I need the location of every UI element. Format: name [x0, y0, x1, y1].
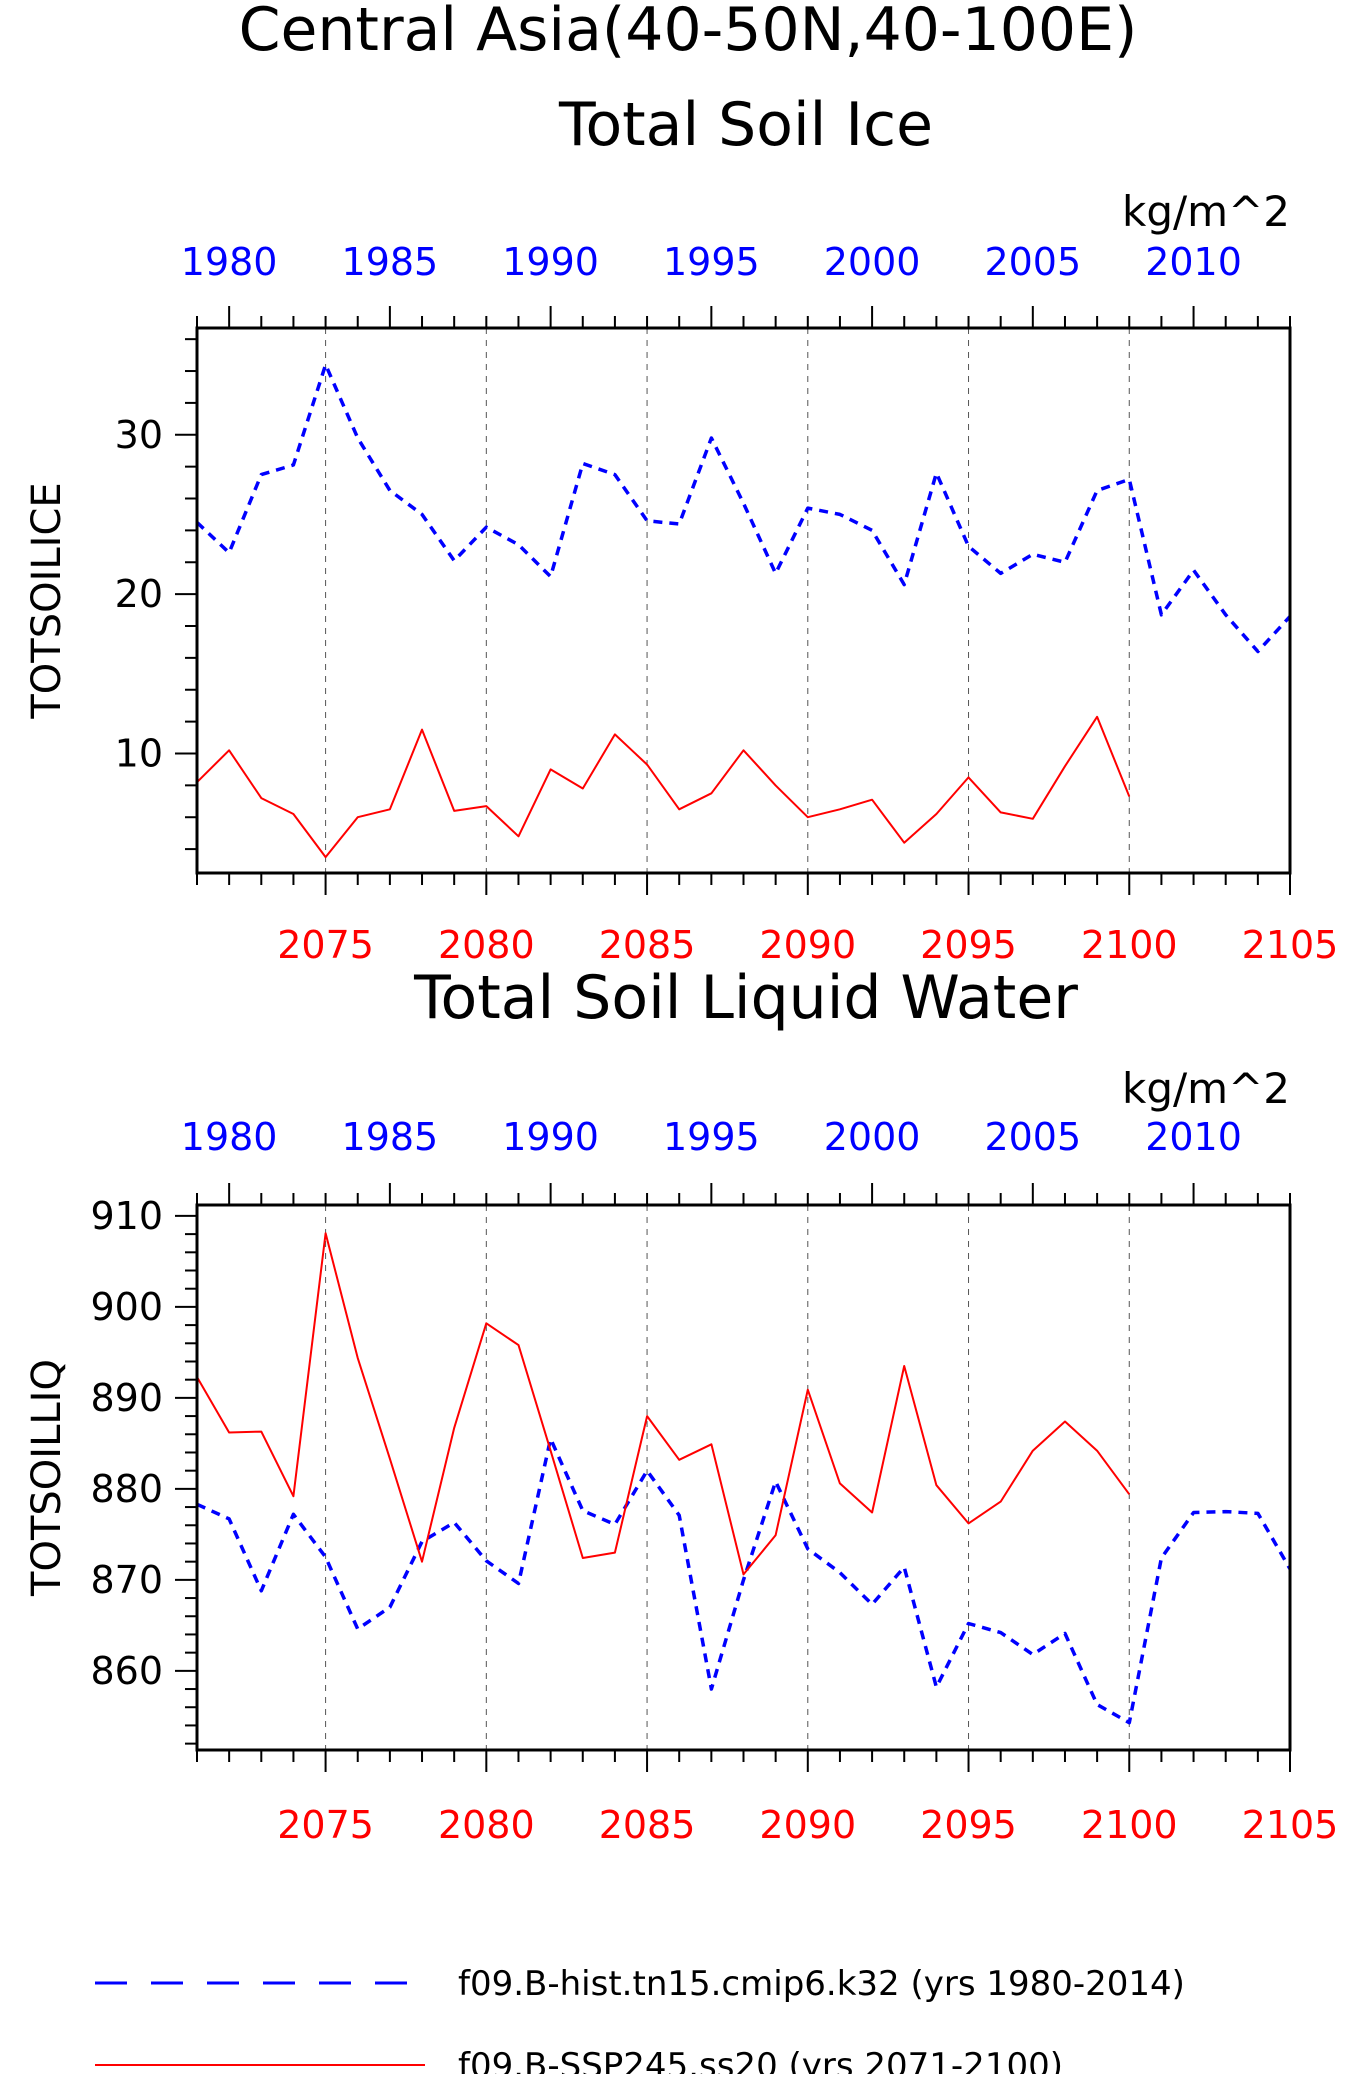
x-tick-label-bottom: 2075 — [277, 1803, 374, 1847]
x-tick-label-top: 1990 — [502, 240, 599, 284]
series-line-hist — [195, 362, 1292, 654]
x-tick-label-top: 1985 — [342, 1115, 439, 1159]
x-tick-label-bottom: 2085 — [599, 1803, 696, 1847]
panel1-title: Total Soil Ice — [558, 90, 933, 160]
x-tick-label-bottom: 2085 — [599, 923, 696, 967]
x-tick-label-top: 2005 — [984, 1115, 1081, 1159]
x-tick-label-bottom: 2080 — [438, 1803, 535, 1847]
units-label: kg/m^2 — [1122, 187, 1290, 236]
x-tick-label-top: 1990 — [502, 1115, 599, 1159]
x-tick-label-bottom: 2105 — [1242, 923, 1339, 967]
panel2-title: Total Soil Liquid Water — [413, 963, 1078, 1033]
x-tick-label-bottom: 2100 — [1081, 923, 1178, 967]
x-tick-label-bottom: 2080 — [438, 923, 535, 967]
y-tick-label: 10 — [115, 731, 163, 775]
x-tick-label-bottom: 2100 — [1081, 1803, 1178, 1847]
x-tick-label-bottom: 2095 — [920, 923, 1017, 967]
x-tick-label-top: 2005 — [984, 240, 1081, 284]
x-tick-label-top: 2000 — [824, 240, 921, 284]
y-axis-label: TOTSOILICE — [24, 482, 70, 719]
y-tick-label: 870 — [90, 1558, 163, 1602]
y-tick-label: 900 — [90, 1285, 163, 1329]
y-tick-label: 860 — [90, 1649, 163, 1693]
x-tick-label-top: 2010 — [1145, 1115, 1242, 1159]
x-tick-label-top: 1980 — [181, 1115, 278, 1159]
legend-label-hist: f09.B-hist.tn15.cmip6.k32 (yrs 1980-2014… — [458, 1964, 1185, 2004]
x-tick-label-bottom: 2075 — [277, 923, 374, 967]
x-tick-label-bottom: 2095 — [920, 1803, 1017, 1847]
legend: f09.B-hist.tn15.cmip6.k32 (yrs 1980-2014… — [95, 1964, 1185, 2074]
x-tick-label-top: 1985 — [342, 240, 439, 284]
soil-liquid-panel: 2075 2080 2085 2090 2095 2100 2105 1980 1985 1990… — [24, 1064, 1338, 1847]
y-tick-label: 880 — [90, 1467, 163, 1511]
y-tick-label: 30 — [115, 413, 163, 457]
series-line-ssp — [196, 715, 1131, 859]
x-tick-label-bottom: 2090 — [759, 1803, 856, 1847]
soil-ice-panel: 2075 2080 2085 2090 2095 2100 2105 1980 1985 1990… — [24, 187, 1338, 967]
x-tick-label-top: 2000 — [824, 1115, 921, 1159]
y-axis-label: TOTSOILLIQ — [24, 1359, 70, 1597]
y-tick-label: 20 — [115, 572, 163, 616]
x-tick-label-top: 1995 — [663, 1115, 760, 1159]
y-tick-label: 910 — [90, 1194, 163, 1238]
series-line-hist — [196, 1437, 1292, 1725]
series-line-ssp — [196, 1232, 1131, 1576]
y-tick-label: 890 — [90, 1376, 163, 1420]
legend-label-ssp: f09.B-SSP245.ss20 (yrs 2071-2100) — [458, 2046, 1063, 2074]
x-tick-label-bottom: 2105 — [1242, 1803, 1339, 1847]
units-label: kg/m^2 — [1122, 1064, 1290, 1113]
x-tick-label-top: 2010 — [1145, 240, 1242, 284]
x-tick-label-top: 1995 — [663, 240, 760, 284]
x-tick-label-top: 1980 — [181, 240, 278, 284]
x-tick-label-bottom: 2090 — [759, 923, 856, 967]
plot-frame — [195, 326, 1292, 875]
plot-frame — [195, 1203, 1292, 1752]
main-title: Central Asia(40-50N,40-100E) — [239, 0, 1138, 65]
